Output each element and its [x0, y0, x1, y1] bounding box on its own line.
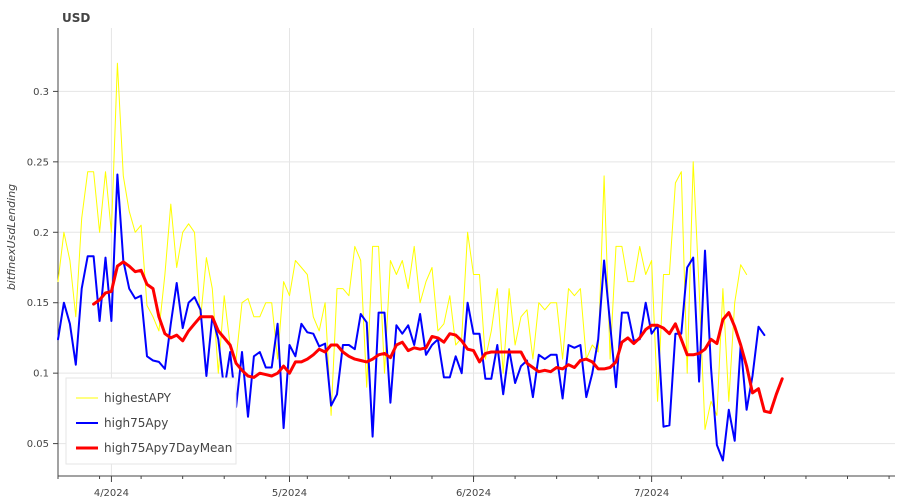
x-tick-label: 7/2024 — [634, 488, 669, 499]
y-tick-label: 0.05 — [27, 439, 49, 450]
y-tick-label: 0.2 — [33, 228, 49, 239]
x-tick-label: 6/2024 — [456, 488, 491, 499]
legend-items: highestAPY high75Apy high75Apy7DayMean — [76, 391, 232, 455]
x-tick-label: 4/2024 — [94, 488, 129, 499]
y-tick-label: 0.25 — [27, 157, 49, 168]
y-axis-label: bitfinexUsdLending — [5, 184, 18, 290]
legend-label: highestAPY — [104, 391, 172, 405]
axes-layer: 0.05 0.1 0.15 0.2 0.25 0.3 4/2024 5/2024 6/2024 7… — [27, 28, 895, 499]
legend-label: high75Apy — [104, 416, 168, 430]
y-tick-label: 0.1 — [33, 369, 49, 380]
y-tick-label: 0.3 — [33, 87, 49, 98]
legend-box — [65, 377, 237, 465]
series-layer — [57, 62, 784, 462]
y-tick-label: 0.15 — [27, 298, 49, 309]
x-tick-label: 5/2024 — [272, 488, 307, 499]
series-line-high75-apy7-day-mean — [92, 260, 784, 415]
legend: highestAPY high75Apy high75Apy7DayMean — [65, 377, 237, 465]
chart-title: USD — [62, 11, 90, 25]
legend-label: high75Apy7DayMean — [104, 441, 232, 455]
series-line-highest-apy — [57, 62, 748, 430]
series-line-high75-apy — [57, 173, 766, 462]
